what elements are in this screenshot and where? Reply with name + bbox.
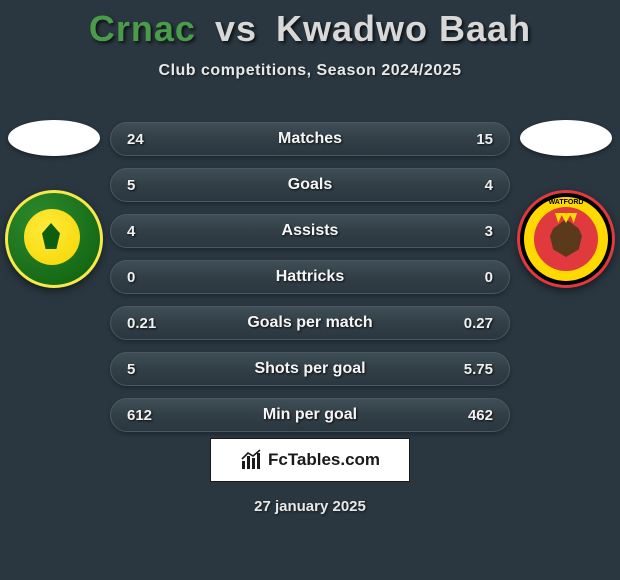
team2-crest-label: WATFORD [528, 199, 604, 206]
player1-flag [8, 120, 100, 156]
stat-right-value: 4 [443, 177, 493, 194]
chart-icon [240, 449, 262, 471]
player2-name: Kwadwo Baah [276, 8, 531, 49]
brand-text: FcTables.com [268, 450, 380, 470]
comparison-title: Crnac vs Kwadwo Baah [0, 0, 620, 50]
stat-label: Shots per goal [254, 360, 365, 378]
stat-row: 0.21 Goals per match 0.27 [110, 306, 510, 340]
season-subtitle: Club competitions, Season 2024/2025 [0, 62, 620, 80]
stat-row: 5 Shots per goal 5.75 [110, 352, 510, 386]
stat-left-value: 0.21 [127, 315, 177, 332]
player2-column: WATFORD [516, 120, 616, 288]
stat-row: 612 Min per goal 462 [110, 398, 510, 432]
player1-name: Crnac [89, 8, 196, 49]
stat-left-value: 5 [127, 361, 177, 378]
team2-crest-icon: WATFORD [517, 190, 615, 288]
stat-row: 24 Matches 15 [110, 122, 510, 156]
footer-date: 27 january 2025 [0, 498, 620, 515]
stat-left-value: 5 [127, 177, 177, 194]
stat-left-value: 612 [127, 407, 177, 424]
brand-banner[interactable]: FcTables.com [210, 438, 410, 482]
stat-left-value: 24 [127, 131, 177, 148]
stat-label: Goals per match [247, 314, 372, 332]
stat-row: 4 Assists 3 [110, 214, 510, 248]
stat-right-value: 5.75 [443, 361, 493, 378]
stat-left-value: 4 [127, 223, 177, 240]
stat-label: Assists [282, 222, 339, 240]
team1-crest-icon [5, 190, 103, 288]
stat-label: Goals [288, 176, 332, 194]
stat-row: 0 Hattricks 0 [110, 260, 510, 294]
stat-right-value: 462 [443, 407, 493, 424]
stats-table: 24 Matches 15 5 Goals 4 4 Assists 3 0 Ha… [110, 122, 510, 444]
stat-right-value: 0 [443, 269, 493, 286]
stat-label: Min per goal [263, 406, 357, 424]
stat-row: 5 Goals 4 [110, 168, 510, 202]
stat-left-value: 0 [127, 269, 177, 286]
player2-flag [520, 120, 612, 156]
stat-label: Hattricks [276, 268, 344, 286]
stat-right-value: 15 [443, 131, 493, 148]
stat-right-value: 3 [443, 223, 493, 240]
stat-label: Matches [278, 130, 342, 148]
vs-separator: vs [215, 8, 257, 49]
player1-column [4, 120, 104, 288]
stat-right-value: 0.27 [443, 315, 493, 332]
